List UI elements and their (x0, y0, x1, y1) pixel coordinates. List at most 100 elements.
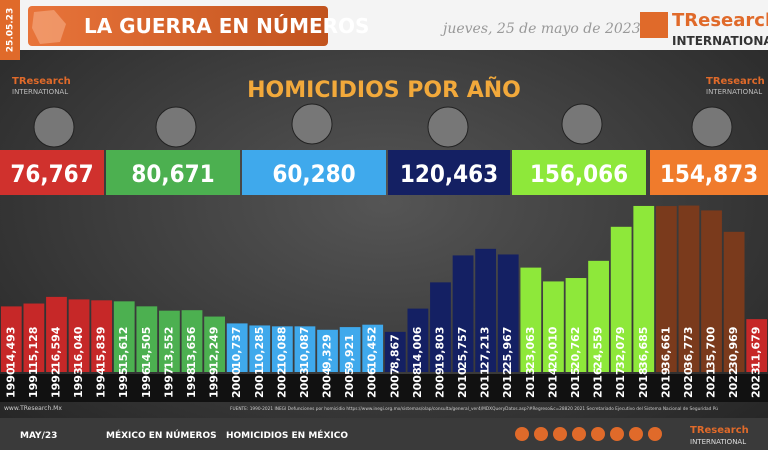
value-label: 10,737 (230, 327, 243, 369)
bar (181, 310, 203, 372)
x-tick-label: 1999 (208, 367, 221, 398)
value-label: 10,452 (366, 327, 379, 369)
logo-sub: INTERNATIONAL (706, 88, 762, 96)
title-box (28, 6, 328, 46)
logo-sub: INTERNATIONAL (12, 88, 68, 96)
bar (317, 329, 338, 372)
portrait (427, 106, 469, 148)
social-icon[interactable] (610, 427, 624, 441)
value-label: 24,559 (592, 327, 605, 369)
header-title: LA GUERRA EN NÚMEROS (84, 14, 369, 38)
value-label: 12,249 (208, 327, 221, 369)
total-box (512, 150, 646, 195)
bar (159, 310, 180, 372)
x-tick-label: 2015 (569, 367, 582, 398)
x-tick-label: 2014 (546, 367, 559, 398)
value-label: 10,088 (275, 327, 288, 369)
footer-month: MAY/23 (20, 431, 57, 441)
x-tick-label: 1990 (4, 367, 17, 398)
value-label: 16,040 (72, 326, 85, 369)
total-box (106, 150, 240, 195)
total-box (388, 150, 510, 195)
social-icon[interactable] (534, 427, 548, 441)
x-tick-label: 2009 (433, 367, 446, 398)
social-icon[interactable] (591, 427, 605, 441)
value-label: 32,079 (614, 327, 627, 369)
bar (113, 301, 135, 372)
chart-title: HOMICIDIOS POR AÑO (247, 77, 521, 103)
value-label: 15,839 (95, 327, 108, 369)
x-tick-label: 2012 (501, 367, 514, 398)
value-label: 11,679 (750, 327, 763, 369)
value-label: 27,213 (479, 327, 492, 369)
logo-name: TResearch (12, 76, 71, 87)
value-label: 35,700 (705, 326, 718, 369)
bar (136, 306, 158, 372)
total-value: 120,463 (400, 160, 498, 188)
total-box (650, 150, 768, 195)
bar (452, 255, 474, 372)
x-tick-label: 2017 (614, 367, 627, 398)
value-label: 25,967 (501, 327, 514, 369)
x-tick-label: 2010 (456, 367, 469, 398)
bar (339, 327, 361, 372)
social-icon[interactable] (629, 427, 643, 441)
x-tick-label: 1997 (162, 367, 175, 398)
x-tick-label: 1994 (95, 367, 108, 398)
x-tick-label: 2022 (727, 367, 740, 398)
x-tick-label: 1993 (72, 367, 85, 398)
x-tick-label: 1991 (27, 367, 40, 398)
x-tick-label: 1992 (49, 367, 62, 398)
footer-link[interactable]: HOMICIDIOS EN MÉXICO (226, 429, 348, 441)
value-label: 14,493 (4, 327, 17, 369)
value-label: 14,505 (140, 327, 153, 369)
x-tick-label: 2011 (479, 367, 492, 398)
logo-name: TResearch (672, 10, 768, 31)
bar (610, 226, 632, 372)
social-icon[interactable] (515, 427, 529, 441)
bar (407, 308, 429, 372)
social-icon[interactable] (553, 427, 567, 441)
x-tick-label: 2006 (366, 367, 379, 398)
value-label: 30,969 (727, 327, 740, 369)
logo-name: TResearch (690, 425, 749, 436)
bar (46, 296, 67, 372)
value-label: 15,128 (27, 327, 40, 369)
x-tick-label: 2008 (411, 367, 424, 398)
website: www.TResearch.Mx (4, 405, 62, 412)
value-label: 36,685 (637, 327, 650, 369)
bar (678, 205, 700, 372)
bar (723, 231, 745, 372)
value-label: 20,010 (546, 326, 559, 369)
value-label: 25,757 (456, 327, 469, 369)
logo-sub: INTERNATIONAL (672, 34, 768, 48)
x-tick-label: 2003 (298, 367, 311, 398)
value-label: 13,552 (162, 327, 175, 369)
footer-link[interactable]: MÉXICO EN NÚMEROS (106, 429, 217, 441)
x-tick-label: 2020 (682, 367, 695, 398)
total-box (242, 150, 386, 195)
portrait (33, 106, 75, 148)
social-icon[interactable] (572, 427, 586, 441)
value-label: 10,087 (298, 327, 311, 369)
header-date: jueves, 25 de mayo de 2023 (440, 21, 641, 37)
bar (271, 326, 293, 372)
portrait (291, 103, 333, 145)
value-label: 19,803 (433, 327, 446, 369)
x-tick-label: 2013 (524, 367, 537, 398)
logo-name: TResearch (706, 76, 765, 87)
portrait (155, 106, 197, 148)
bar (520, 267, 542, 372)
value-label: 20,762 (569, 327, 582, 369)
bar (226, 323, 248, 372)
total-box (0, 150, 104, 195)
portrait (561, 103, 603, 145)
social-icon[interactable] (648, 427, 662, 441)
value-label: 36,773 (682, 327, 695, 369)
value-label: 14,006 (411, 326, 424, 369)
total-value: 76,767 (10, 160, 93, 188)
bar (746, 319, 768, 372)
x-tick-label: 2000 (230, 367, 243, 398)
